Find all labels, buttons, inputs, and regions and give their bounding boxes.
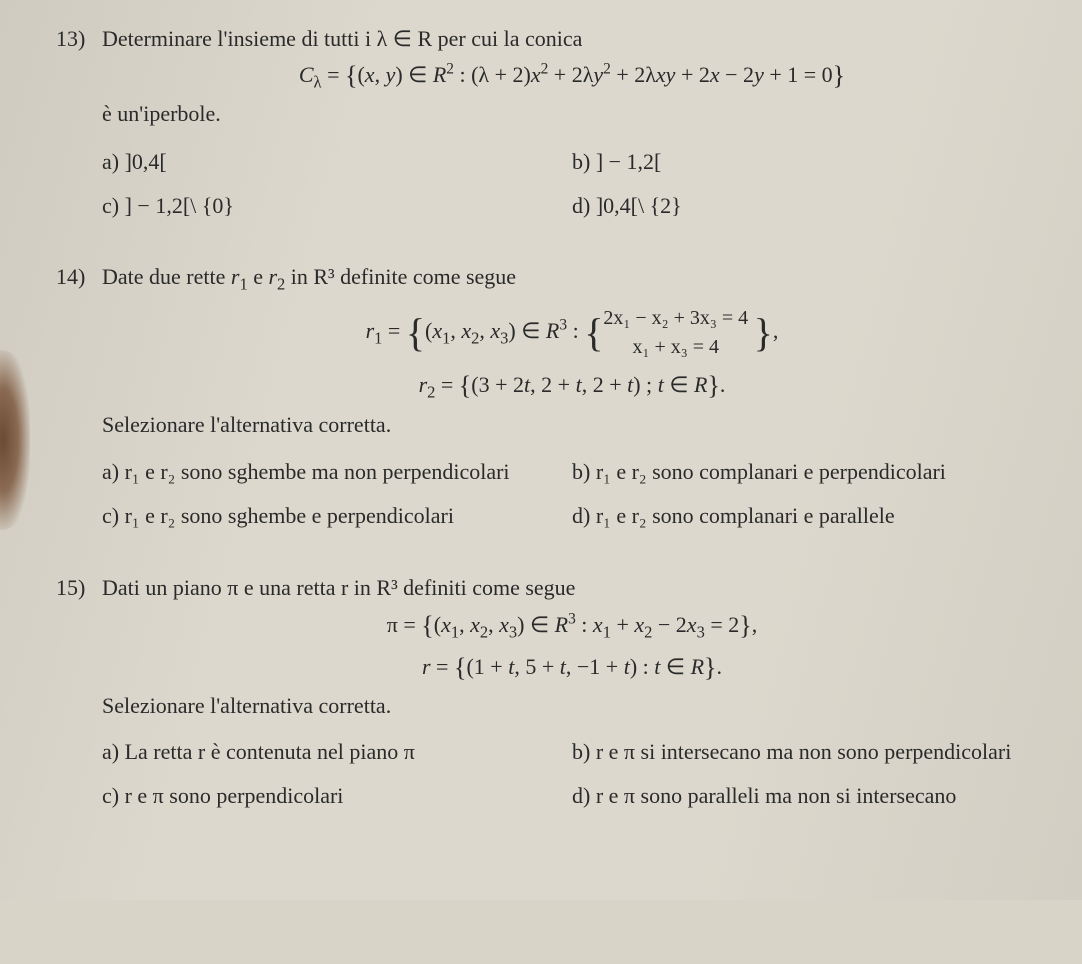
options-grid: a) r₁ e r₂ sono sghembe ma non perpendic… — [102, 457, 1042, 530]
problem-15: 15) Dati un piano π e una retta r in R³ … — [56, 573, 1046, 811]
problem-number: 14) — [56, 262, 98, 292]
prompt-text: Dati un piano π e una retta r in R³ defi… — [102, 575, 575, 600]
page-edge-shadow — [0, 350, 30, 530]
option-a: a) r₁ e r₂ sono sghembe ma non perpendic… — [102, 457, 572, 487]
problem-body: Date due rette r1 e r2 in R³ definite co… — [102, 262, 1042, 530]
select-text: Selezionare l'alternativa corretta. — [102, 691, 1042, 721]
option-a: a) La retta r è contenuta nel piano π — [102, 737, 572, 767]
option-a: a) ]0,4[ — [102, 147, 572, 177]
option-d: d) r₁ e r₂ sono complanari e parallele — [572, 501, 1042, 531]
problem-body: Determinare l'insieme di tutti i λ ∈ R p… — [102, 24, 1042, 220]
r1-definition: r1 = {(x1, x2, x3) ∈ R3 : { 2x₁ − x₂ + 3… — [102, 304, 1042, 362]
option-b: b) ] − 1,2[ — [572, 147, 1042, 177]
options-grid: a) La retta r è contenuta nel piano π b)… — [102, 737, 1042, 810]
problem-body: Dati un piano π e una retta r in R³ defi… — [102, 573, 1042, 811]
prompt-text: Determinare l'insieme di tutti i λ ∈ R p… — [102, 26, 582, 51]
option-c: c) r₁ e r₂ sono sghembe e perpendicolari — [102, 501, 572, 531]
option-b: b) r₁ e r₂ sono complanari e perpendicol… — [572, 457, 1042, 487]
system-row-1: 2x₁ − x₂ + 3x₃ = 4 — [603, 304, 748, 333]
prompt-after: è un'iperbole. — [102, 99, 1042, 129]
option-d: d) ]0,4[\ {2} — [572, 191, 1042, 221]
r-definition: r = {(1 + t, 5 + t, −1 + t) : t ∈ R}. — [102, 650, 1042, 685]
problem-number: 13) — [56, 24, 98, 54]
pi-definition: π = {(x1, x2, x3) ∈ R3 : x1 + x2 − 2x3 =… — [102, 608, 1042, 644]
option-c: c) r e π sono perpendicolari — [102, 781, 572, 811]
prompt-part-b: in R³ definite come segue — [285, 264, 516, 289]
option-d: d) r e π sono paralleli ma non si inters… — [572, 781, 1042, 811]
system-row-2: x₁ + x₃ = 4 — [603, 333, 748, 362]
option-c: c) ] − 1,2[\ {0} — [102, 191, 572, 221]
r2-label: r — [268, 264, 277, 289]
option-b: b) r e π si intersecano ma non sono perp… — [572, 737, 1042, 767]
prompt-part-a: Date due rette — [102, 264, 231, 289]
problem-number: 15) — [56, 573, 98, 603]
problem-13: 13) Determinare l'insieme di tutti i λ ∈… — [56, 24, 1046, 220]
problem-14: 14) Date due rette r1 e r2 in R³ definit… — [56, 262, 1046, 530]
and-word: e — [248, 264, 269, 289]
equation-line: Cλ = {(x, y) ∈ R2 : (λ + 2)x2 + 2λy2 + 2… — [102, 58, 1042, 94]
r2-definition: r2 = {(3 + 2t, 2 + t, 2 + t) ; t ∈ R}. — [102, 368, 1042, 404]
options-grid: a) ]0,4[ b) ] − 1,2[ c) ] − 1,2[\ {0} d)… — [102, 147, 1042, 220]
select-text: Selezionare l'alternativa corretta. — [102, 410, 1042, 440]
